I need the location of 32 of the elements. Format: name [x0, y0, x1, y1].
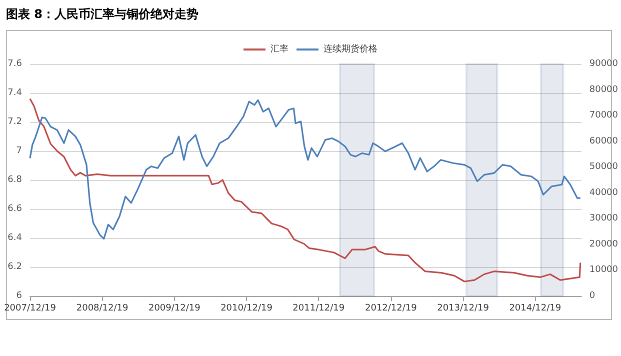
y2-tick-label: 20000 — [589, 239, 618, 250]
x-tick-label: 2009/12/19 — [148, 304, 201, 314]
y-tick-label: 7 — [16, 146, 22, 156]
x-tick-label: 2013/12/19 — [437, 304, 490, 314]
y-tick-label: 7.4 — [8, 88, 22, 98]
y2-tick-label: 90000 — [589, 59, 618, 69]
line-series — [29, 98, 582, 282]
y2-tick-label: 10000 — [589, 265, 618, 276]
y2-tick-label: 80000 — [589, 84, 618, 95]
x-tick-label: 2012/12/19 — [364, 304, 418, 314]
x-tick-label: 2010/12/19 — [220, 304, 273, 314]
y-tick-label: 7.6 — [8, 59, 22, 69]
y2-tick-label: 0 — [589, 291, 596, 301]
chart-title: 图表 8：人民币汇率与铜价绝对走势 — [6, 6, 199, 23]
y-tick-label: 6.4 — [8, 233, 22, 243]
y2-tick-label: 40000 — [589, 188, 618, 198]
y2-tick-label: 60000 — [589, 136, 618, 146]
y-tick-label: 6.8 — [8, 175, 22, 185]
y-tick-label: 6 — [16, 291, 22, 301]
x-tick-label: 2014/12/19 — [509, 304, 562, 314]
line-series — [29, 99, 582, 240]
y-tick-label: 6.2 — [8, 262, 22, 272]
y-tick-label: 6.6 — [8, 204, 22, 214]
x-tick-label: 2011/12/19 — [292, 304, 345, 314]
y2-tick-label: 70000 — [589, 110, 618, 121]
y-tick-label: 7.2 — [8, 117, 22, 127]
y2-tick-label: 50000 — [589, 162, 618, 172]
legend-label: 连续期货价格 — [324, 44, 378, 54]
x-tick-label: 2007/12/19 — [4, 304, 56, 314]
y2-tick-label: 30000 — [589, 214, 618, 224]
legend-label: 汇率 — [270, 44, 288, 54]
x-tick-label: 2008/12/19 — [76, 304, 129, 314]
